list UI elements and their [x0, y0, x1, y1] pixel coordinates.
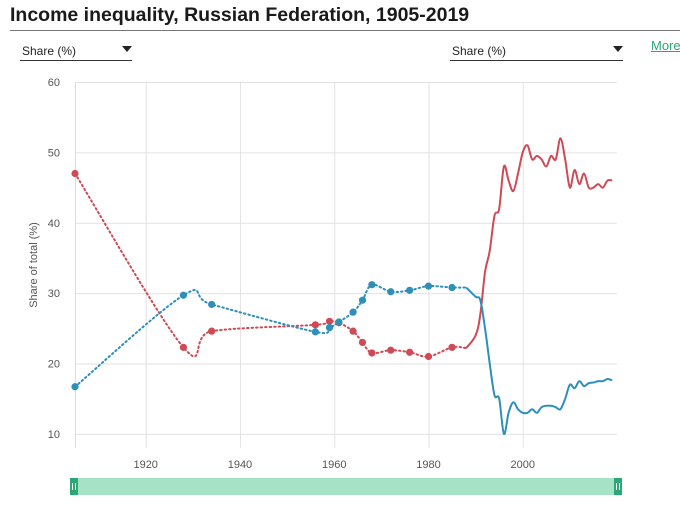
series-0-point — [406, 348, 414, 356]
series-1-dotted-line — [74, 283, 468, 388]
right-dropdown-label: Share (%) — [452, 44, 507, 58]
series-1-point — [424, 282, 433, 290]
series-1-point — [71, 383, 79, 391]
more-link[interactable]: More — [651, 38, 680, 53]
series-0-dotted-line — [74, 172, 468, 358]
chart-series — [74, 137, 613, 435]
chart-grid — [75, 82, 617, 448]
chevron-down-icon — [613, 46, 623, 52]
y-tick-label: 60 — [48, 77, 60, 89]
series-1-point — [335, 318, 343, 326]
year-range-slider[interactable] — [70, 478, 622, 495]
series-0-line — [465, 137, 613, 349]
series-0-point — [71, 169, 79, 178]
chart-markers — [71, 169, 456, 391]
x-tick-label: 1920 — [133, 459, 157, 470]
y-tick-label: 50 — [48, 147, 60, 159]
x-tick-label: 1980 — [416, 459, 440, 470]
series-1-point — [406, 286, 414, 294]
x-tick-label: 1960 — [322, 459, 346, 470]
series-0-point — [424, 352, 433, 361]
x-tick-label: 2000 — [510, 459, 534, 470]
series-0-point — [325, 317, 334, 325]
left-measure-dropdown[interactable]: Share (%) — [20, 41, 132, 61]
title-divider — [10, 30, 680, 31]
y-tick-label: 20 — [48, 359, 60, 371]
chart-axes: 10 20 30 40 50 60 1920 1940 1960 1980 2000 — [48, 77, 535, 470]
series-0-point — [358, 338, 367, 347]
y-tick-label: 40 — [48, 218, 60, 230]
right-measure-dropdown[interactable]: Share (%) — [450, 41, 623, 61]
y-tick-label: 10 — [48, 429, 60, 441]
range-end-handle[interactable] — [614, 478, 622, 495]
series-1-line — [465, 286, 613, 435]
series-1-point — [325, 324, 334, 332]
range-start-handle[interactable] — [70, 478, 78, 495]
series-1-point — [349, 308, 357, 316]
line-chart: 10 20 30 40 50 60 1920 1940 1960 1980 2000 Share o… — [28, 77, 617, 470]
series-0-point — [208, 327, 216, 335]
series-0-point — [387, 346, 395, 354]
series-1-point — [368, 281, 376, 289]
series-0-point — [349, 327, 357, 335]
series-0-point — [448, 343, 456, 351]
series-1-point — [387, 288, 395, 296]
series-1-point — [311, 328, 319, 336]
series-0-point — [311, 321, 319, 329]
chart-title: Income inequality, Russian Federation, 1… — [10, 4, 470, 26]
chevron-down-icon — [122, 46, 132, 52]
series-0-point — [179, 343, 187, 351]
left-dropdown-label: Share (%) — [22, 44, 77, 58]
x-tick-label: 1940 — [228, 459, 252, 470]
series-1-point — [448, 283, 456, 292]
series-1-point — [179, 291, 187, 299]
y-tick-label: 30 — [48, 288, 60, 300]
series-0-point — [368, 349, 376, 357]
y-axis-label: Share of total (%) — [28, 222, 40, 308]
series-1-point — [358, 296, 367, 304]
series-1-point — [208, 300, 216, 309]
